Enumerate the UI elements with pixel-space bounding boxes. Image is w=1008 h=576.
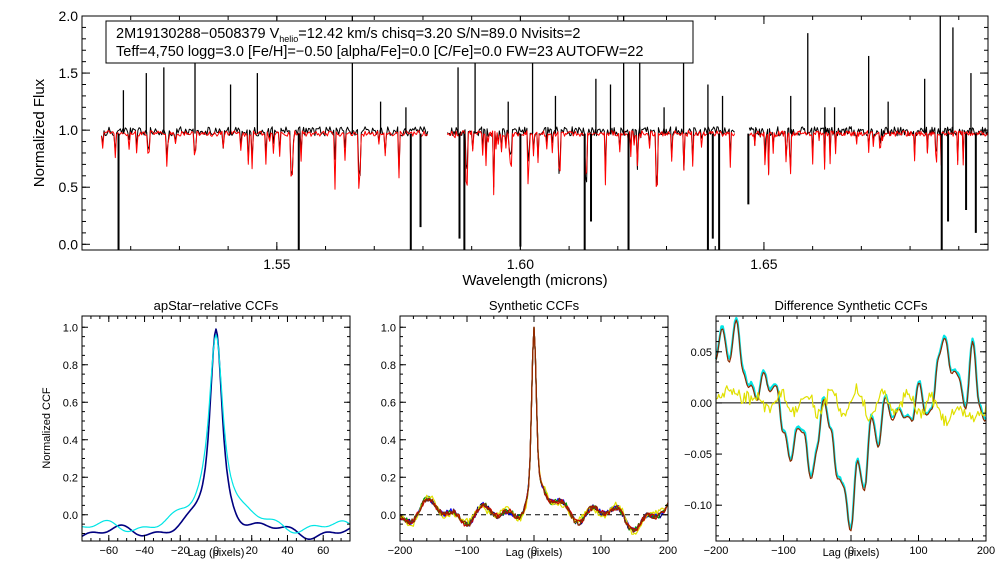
synthetic-ccf-line-blue	[399, 326, 669, 533]
spectrum-frame	[81, 15, 989, 251]
spectrum-x-axis-label: Wavelength (microns)	[462, 272, 607, 289]
synthetic-ccf-line-green	[399, 326, 669, 531]
difference-ccf-x-tick-label: 100	[909, 545, 927, 557]
synthetic-ccf-axes: −200 −100 0 100 200 0.0 0.2 0.4 0.6 0.8 1.0	[381, 316, 677, 557]
info-line-1-sub: helio	[279, 34, 298, 44]
difference-ccf-y-tick-label: 0.05	[691, 347, 712, 359]
difference-ccf-axes: −200 −100 0 100 200 −0.10 −0.05 0.00 0.05	[684, 316, 995, 557]
spectrum-y-tick-label: 0.0	[59, 236, 79, 252]
spectrum-y-axis-label: Normalized Flux	[31, 78, 48, 187]
info-line-2: Teff=4,750 logg=3.0 [Fe/H]=−0.50 [alpha/…	[116, 44, 643, 60]
apstar-ccf-x-tick-label: −60	[99, 545, 118, 557]
apstar-ccf-y-tick-label: 0.4	[63, 435, 78, 447]
apstar-ccf-x-tick-label: 40	[281, 545, 293, 557]
apstar-ccf-y-tick-label: 0.8	[63, 360, 78, 372]
apstar-ccf-y-tick-label: 0.6	[63, 397, 78, 409]
apstar-ccf-y-tick-label: 0.0	[63, 510, 78, 522]
difference-ccf-x-tick-label: −100	[771, 545, 796, 557]
synthetic-ccf-line-red	[399, 326, 669, 531]
observed-spectrum-chip-1	[101, 126, 429, 176]
spectrum-axes: 1.55 1.60 1.65 0.0 0.5 1.0 1.5 2.0	[59, 8, 988, 272]
spectrum-y-tick-label: 2.0	[59, 8, 79, 24]
apstar-ccf-panel: apStar−relative CCFs −60 −40 −20 0 20 40 60 0.0…	[41, 298, 351, 559]
synthetic-ccf-x-tick-label: 100	[592, 545, 610, 557]
info-line-1-pre: 2M19130288−0508379 V	[116, 26, 280, 42]
spectrum-x-tick-label: 1.55	[263, 256, 290, 272]
difference-ccf-x-tick-label: 200	[977, 545, 995, 557]
synthetic-ccf-y-tick-label: 0.4	[381, 435, 396, 447]
difference-ccf-line-cyan	[714, 316, 987, 530]
synthetic-ccf-x-tick-label: −100	[455, 545, 480, 557]
difference-ccf-y-tick-label: −0.05	[684, 449, 712, 461]
apstar-ccf-y-tick-label: 1.0	[63, 322, 78, 334]
info-line-1: 2M19130288−0508379 Vhelio=12.42 km/s chi…	[116, 26, 580, 44]
apstar-ccf-y-axis-label: Normalized CCF	[41, 387, 53, 469]
synthetic-ccf-frame	[399, 315, 669, 542]
synthetic-ccf-series-group	[399, 326, 669, 535]
synthetic-ccf-y-tick-label: 0.6	[381, 397, 396, 409]
apstar-ccf-line-navy	[81, 328, 351, 541]
synthetic-ccf-x-tick-label: 200	[659, 545, 677, 557]
difference-ccf-x-tick-label: 0	[848, 545, 854, 557]
info-line-1-post: =12.42 km/s chisq=3.20 S/N=89.0 Nvisits=…	[298, 26, 580, 42]
spectrum-x-tick-label: 1.60	[507, 256, 534, 272]
synthetic-ccf-x-axis-label: Lag (pixels)	[506, 547, 563, 559]
difference-ccf-x-tick-label: −200	[704, 545, 729, 557]
difference-ccf-line-yellow	[715, 383, 987, 427]
difference-ccf-y-tick-label: −0.10	[684, 500, 712, 512]
apstar-ccf-x-tick-label: −20	[171, 545, 190, 557]
apstar-ccf-x-tick-label: 20	[246, 545, 258, 557]
apstar-ccf-x-tick-label: −40	[135, 545, 154, 557]
synthetic-ccf-y-tick-label: 0.2	[381, 472, 396, 484]
synthetic-ccf-y-tick-label: 0.8	[381, 360, 396, 372]
apstar-ccf-line-cyan	[81, 334, 351, 534]
apstar-ccf-x-tick-label: 60	[317, 545, 329, 557]
apstar-ccf-x-tick-label: 0	[213, 545, 219, 557]
difference-ccf-frame	[715, 315, 987, 542]
apstar-ccf-axes: −60 −40 −20 0 20 40 60 0.0 0.2 0.4 0.6 0.8 1.0	[63, 316, 351, 557]
apstar-ccf-frame	[81, 315, 351, 542]
model-spectrum-chip-3	[749, 130, 989, 176]
synthetic-ccf-x-tick-label: 0	[531, 545, 537, 557]
synthetic-ccf-line-brown	[399, 326, 669, 533]
difference-ccf-x-axis-label: Lag (pixels)	[823, 547, 880, 559]
spectrum-y-tick-label: 0.5	[59, 179, 79, 195]
synthetic-ccf-y-tick-label: 1.0	[381, 322, 396, 334]
spectrum-x-tick-label: 1.65	[750, 256, 777, 272]
synthetic-ccf-x-tick-label: −200	[388, 545, 413, 557]
apstar-ccf-series-group	[81, 328, 351, 541]
spectrum-y-tick-label: 1.0	[59, 122, 79, 138]
difference-ccf-line-red	[715, 319, 987, 532]
synthetic-ccf-y-tick-label: 0.0	[381, 510, 396, 522]
spectrum-panel: 1.55 1.60 1.65 0.0 0.5 1.0 1.5 2.0 2M19130288−0…	[31, 8, 989, 289]
apstar-ccf-y-tick-label: 0.2	[63, 472, 78, 484]
synthetic-ccf-line-yellow	[399, 326, 669, 535]
difference-ccf-panel: Difference Synthetic CCFs −200 −100 0 100 20…	[684, 298, 995, 559]
synthetic-ccf-title: Synthetic CCFs	[489, 298, 580, 313]
spectrum-y-tick-label: 1.5	[59, 65, 79, 81]
synthetic-ccf-line-navy	[399, 326, 669, 532]
synthetic-ccf-panel: Synthetic CCFs −200 −100 0 100 200 0.0 0.2 0.4 0…	[381, 298, 677, 559]
difference-ccf-y-tick-label: 0.00	[691, 398, 712, 410]
difference-ccf-series-group	[714, 316, 987, 532]
difference-ccf-title: Difference Synthetic CCFs	[775, 298, 928, 313]
info-box	[105, 20, 694, 64]
model-spectrum-chip-1	[101, 130, 428, 190]
apstar-ccf-title: apStar−relative CCFs	[154, 298, 279, 313]
apstar-ccf-x-axis-label: Lag (pixels)	[188, 547, 245, 559]
